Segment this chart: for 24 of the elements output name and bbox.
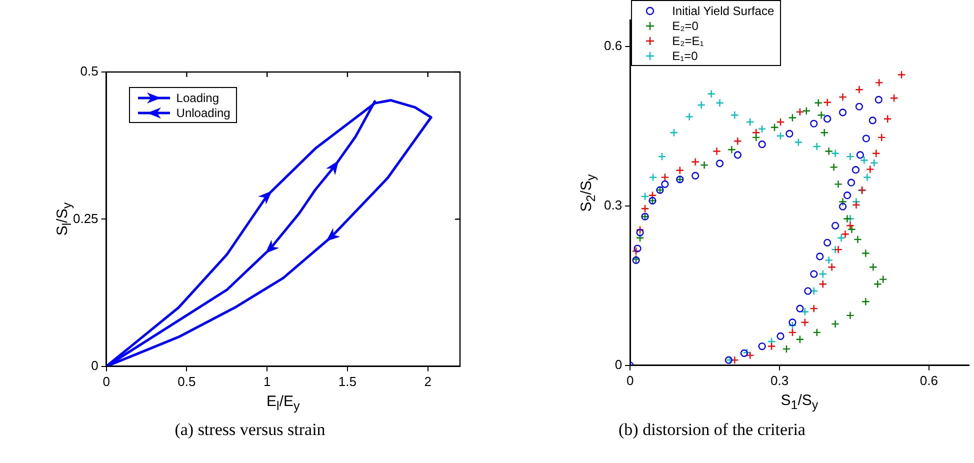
- y-tick-label: 0.3: [604, 198, 622, 213]
- y-tick-label: 0.5: [80, 64, 98, 79]
- legend-label: E₂=0: [672, 18, 698, 32]
- y-tick-label: 0.6: [604, 38, 622, 54]
- x-tick-label: 0: [626, 372, 634, 388]
- x-tick-label: 0.3: [770, 372, 789, 388]
- x-tick-label: 1.5: [338, 374, 356, 389]
- y-tick-label: 0: [91, 358, 98, 373]
- x-tick-label: 0.6: [920, 372, 938, 388]
- x-axis-title: S$_{1}$/S$_{y}$: [780, 392, 818, 412]
- text: (a) stress versus strain: [174, 420, 326, 440]
- x-tick-label: 0: [102, 374, 110, 389]
- legend-label: E₁=0: [672, 48, 698, 62]
- legend-label: Initial Yield Surface: [672, 4, 774, 18]
- y-tick-label: 0: [614, 356, 622, 372]
- text: (b) distorsion of the criteria: [618, 420, 806, 440]
- x-tick-label: 0.5: [178, 374, 196, 389]
- x-tick-label: 1: [263, 374, 271, 389]
- x-tick-label: 2: [424, 374, 432, 389]
- x-axis-title: E$_{l}$/E$_{y}$: [266, 393, 300, 414]
- legend-label: Unloading: [176, 106, 230, 120]
- legend-label: E₂=E₁: [672, 34, 704, 48]
- y-tick-label: 0.25: [72, 210, 98, 226]
- legend-label: Loading: [176, 90, 220, 104]
